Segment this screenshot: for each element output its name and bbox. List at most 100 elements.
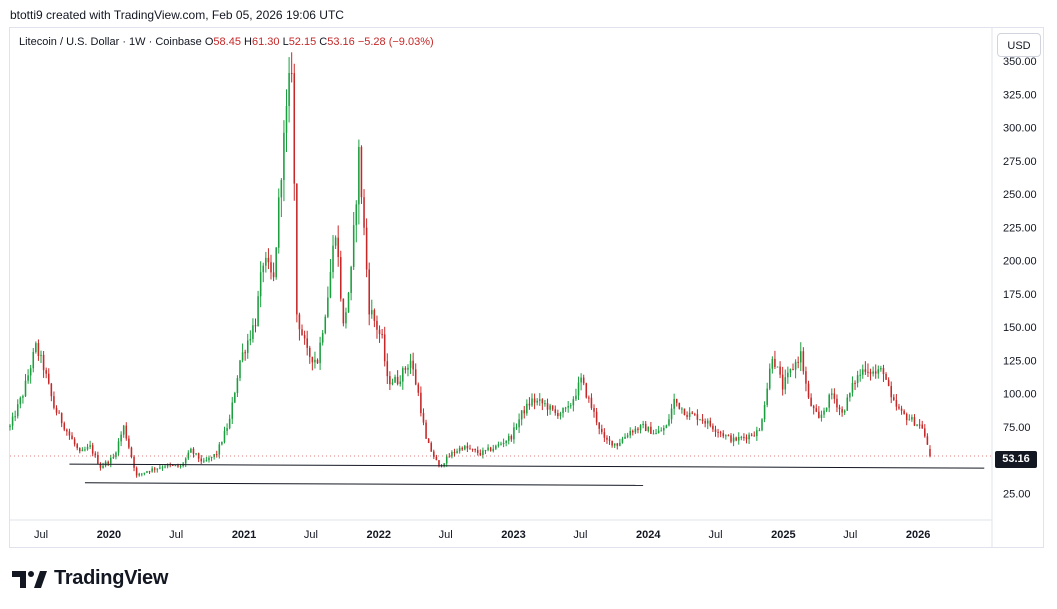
y-tick-label: 300.00 <box>1003 123 1037 135</box>
candle-body <box>758 430 761 432</box>
candle-body <box>725 435 727 437</box>
x-tick-label: 2026 <box>906 529 930 541</box>
candle-body <box>691 412 694 414</box>
candle-body <box>774 358 776 367</box>
candle-body <box>203 460 205 462</box>
x-tick-label: Jul <box>708 529 722 541</box>
candle-body <box>371 310 373 315</box>
candle-body <box>228 418 231 429</box>
candle-body <box>523 410 526 414</box>
currency-button[interactable]: USD <box>997 33 1041 57</box>
candle-body <box>768 368 771 389</box>
candle-body <box>164 466 166 468</box>
candle-body <box>71 435 73 440</box>
candle-body <box>177 465 179 467</box>
candle-body <box>864 369 867 372</box>
close-label: C <box>319 36 328 48</box>
candle-body <box>456 451 458 453</box>
candle-body <box>505 440 507 443</box>
high-label: H <box>244 36 252 48</box>
y-tick-label: 100.00 <box>1003 389 1037 401</box>
candle-body <box>257 296 259 327</box>
candle-body <box>218 444 221 455</box>
candle-body <box>159 467 161 469</box>
candle-body <box>200 458 203 462</box>
candle-body <box>660 430 662 432</box>
candle-body <box>337 237 339 258</box>
candle-body <box>430 443 433 452</box>
x-tick-label: 2024 <box>636 529 661 541</box>
candle-body <box>740 436 743 438</box>
candle-body <box>391 382 394 385</box>
candle-body <box>701 419 704 421</box>
candle-body <box>531 398 533 406</box>
candle-body <box>332 245 334 273</box>
candle-body <box>117 441 120 453</box>
candle-body <box>779 366 781 375</box>
candle-body <box>122 425 125 435</box>
support-trendline[interactable] <box>69 463 985 469</box>
candle-body <box>572 399 575 406</box>
candle-body <box>223 430 226 443</box>
candle-body <box>564 407 567 409</box>
candle-body <box>895 400 898 407</box>
candle-body <box>634 428 637 433</box>
candle-body <box>520 410 523 420</box>
candle-body <box>611 440 613 446</box>
candle-body <box>495 445 497 449</box>
candle-body <box>704 420 706 424</box>
candle-body <box>903 410 905 414</box>
candle-body <box>143 472 146 474</box>
candle-body <box>675 398 678 403</box>
candle-body <box>709 420 712 426</box>
candle-body <box>32 352 35 369</box>
candle-body <box>355 204 358 226</box>
candle-body <box>828 394 830 408</box>
candle-body <box>319 342 321 364</box>
symbol-title: Litecoin / U.S. Dollar · 1W · Coinbase <box>19 36 202 48</box>
candle-body <box>89 445 91 447</box>
y-tick-label: 225.00 <box>1003 222 1037 234</box>
candle-body <box>342 298 345 324</box>
candle-body <box>492 448 495 451</box>
candle-body <box>383 334 386 362</box>
candle-body <box>794 361 797 370</box>
candle-body <box>458 447 461 452</box>
candle-body <box>831 393 833 395</box>
candle-body <box>151 468 153 472</box>
candle-body <box>663 427 665 431</box>
candle-body <box>567 406 569 408</box>
candle-body <box>528 403 531 406</box>
candle-body <box>409 360 412 368</box>
candle-body <box>890 386 892 398</box>
candle-body <box>719 432 722 434</box>
candle-body <box>673 398 675 409</box>
x-tick-label: 2025 <box>771 529 795 541</box>
chart-credit: btotti9 created with TradingView.com, Fe… <box>10 8 344 22</box>
candle-body <box>45 370 47 374</box>
candle-body <box>730 435 732 442</box>
candle-body <box>290 73 293 75</box>
support-trendline[interactable] <box>84 482 644 486</box>
candle-body <box>277 197 280 248</box>
x-tick-label: Jul <box>169 529 183 541</box>
candle-body <box>882 368 885 375</box>
candle-body <box>427 438 430 444</box>
y-tick-label: 325.00 <box>1003 89 1037 101</box>
candle-body <box>314 359 316 363</box>
candle-body <box>789 368 792 373</box>
candle-body <box>16 404 19 417</box>
candle-body <box>414 369 417 385</box>
open-label: O <box>204 36 214 48</box>
candle-body <box>329 272 332 298</box>
candle-body <box>905 413 908 421</box>
candle-body <box>515 427 518 429</box>
candle-body <box>84 449 86 451</box>
candle-body <box>869 371 872 374</box>
candle-body <box>559 413 562 417</box>
candle-body <box>766 388 768 406</box>
candle-body <box>270 262 272 273</box>
candle-body <box>104 461 107 466</box>
candle-body <box>306 338 308 348</box>
